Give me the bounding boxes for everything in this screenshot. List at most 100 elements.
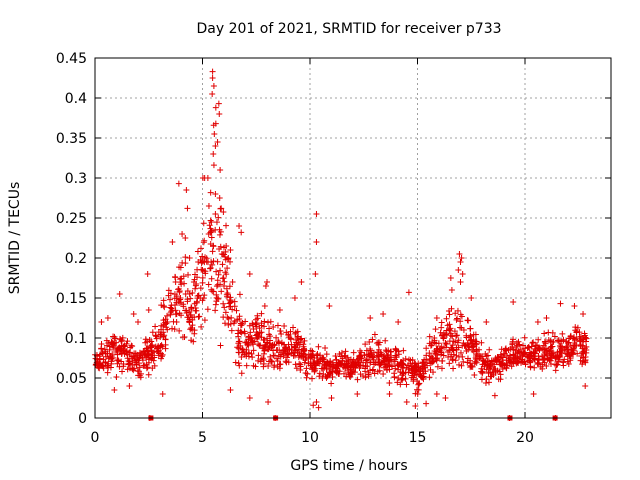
data-point-marker: [365, 373, 372, 380]
data-point-marker: [238, 229, 245, 236]
data-point-marker: [136, 364, 143, 371]
data-point-marker: [153, 335, 160, 342]
data-point-marker: [243, 353, 250, 360]
data-point-marker: [199, 267, 206, 273]
data-point-marker: [267, 318, 274, 325]
data-point-marker: [273, 334, 280, 341]
data-point-marker: [260, 355, 267, 362]
data-point-marker: [120, 360, 127, 367]
data-point-marker: [365, 353, 372, 360]
data-point-marker: [136, 355, 143, 362]
data-point-marker: [221, 283, 227, 289]
data-point-marker: [186, 255, 193, 261]
data-point-marker: [242, 318, 249, 325]
data-point-marker: [235, 333, 242, 340]
y-tick-label: 0.2: [65, 251, 87, 267]
data-point-marker: [287, 328, 294, 335]
data-point-marker: [106, 354, 113, 361]
data-point-marker: [446, 326, 453, 333]
data-point-marker: [298, 335, 305, 342]
data-point-marker: [459, 353, 466, 360]
data-point-marker: [448, 287, 455, 293]
data-point-marker: [438, 319, 445, 326]
data-point-marker: [395, 375, 402, 382]
data-point-marker: [148, 350, 155, 357]
data-point-marker: [455, 344, 462, 351]
data-point-marker: [150, 357, 157, 364]
data-point-marker: [427, 342, 434, 349]
data-point-marker: [200, 295, 207, 302]
data-point-marker: [184, 298, 191, 305]
data-point-marker: [486, 346, 493, 353]
data-point-marker: [460, 327, 467, 334]
data-point-marker: [323, 374, 330, 381]
data-point-marker: [192, 285, 199, 292]
data-point-marker: [265, 362, 272, 369]
data-point-marker: [581, 330, 588, 337]
data-point-marker: [399, 370, 406, 377]
data-point-marker: [530, 339, 537, 346]
data-point-marker: [515, 338, 522, 345]
data-point-marker: [228, 327, 235, 334]
data-point-marker: [467, 325, 474, 332]
data-point-marker: [136, 349, 143, 356]
data-point-marker: [440, 334, 447, 341]
data-point-marker: [490, 358, 497, 365]
data-point-marker: [194, 248, 201, 255]
data-point-marker: [265, 331, 272, 338]
data-point-marker: [221, 304, 228, 311]
data-point-marker: [216, 111, 223, 117]
data-point-marker: [454, 315, 461, 322]
data-point-marker: [195, 259, 202, 265]
data-point-marker: [555, 337, 562, 344]
data-point-marker: [267, 353, 274, 360]
data-point-marker: [212, 143, 219, 149]
data-point-marker: [144, 271, 151, 277]
data-point-marker: [576, 329, 583, 336]
data-point-marker: [314, 350, 321, 357]
data-point-marker: [227, 247, 234, 253]
data-point-marker: [124, 366, 131, 373]
data-point-marker: [210, 243, 217, 250]
data-point-marker: [352, 362, 359, 369]
data-point-marker: [254, 331, 261, 338]
data-point-marker: [487, 369, 494, 376]
data-point-marker: [250, 362, 257, 369]
data-point-marker: [328, 380, 335, 387]
data-point-marker: [271, 362, 278, 369]
data-point-marker: [250, 338, 257, 345]
data-point-marker: [455, 337, 462, 344]
data-point-marker: [450, 365, 457, 372]
data-point-marker: [213, 268, 220, 275]
data-point-marker: [473, 346, 480, 353]
data-point-marker: [303, 365, 310, 372]
data-point-marker: [169, 325, 176, 332]
data-point-marker: [237, 328, 244, 335]
data-point-marker: [335, 370, 342, 377]
data-point-marker: [181, 280, 188, 287]
data-point-marker: [151, 362, 158, 369]
data-point-marker: [227, 320, 234, 327]
x-tick-label: 0: [91, 430, 100, 446]
data-point-marker: [402, 375, 409, 382]
data-point-marker: [423, 352, 430, 359]
data-point-marker: [345, 369, 352, 376]
data-point-marker: [236, 315, 243, 322]
data-point-marker: [357, 353, 364, 360]
data-point-marker: [500, 350, 507, 357]
data-point-marker: [536, 357, 543, 364]
data-point-marker: [292, 329, 299, 336]
data-point-marker: [275, 338, 282, 345]
data-point-marker: [307, 353, 314, 360]
data-point-marker: [496, 368, 503, 375]
data-point-marker: [440, 335, 447, 342]
y-tick-label: 0.15: [56, 291, 87, 307]
data-point-marker: [446, 360, 453, 367]
data-point-marker: [197, 245, 204, 252]
data-point-marker: [227, 298, 234, 305]
data-points: [92, 68, 590, 421]
data-point-marker: [415, 386, 422, 393]
data-point-marker: [552, 367, 559, 374]
data-point-marker: [189, 314, 196, 321]
data-point-marker: [535, 336, 542, 343]
